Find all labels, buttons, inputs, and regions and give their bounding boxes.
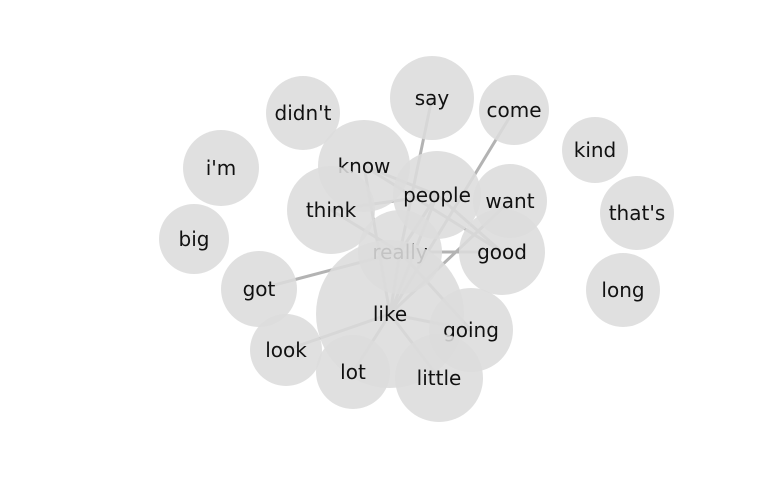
node-circle-lot bbox=[316, 335, 390, 409]
node-circle-got bbox=[221, 251, 297, 327]
node-circle-long bbox=[586, 253, 660, 327]
node-label-lot: lot bbox=[340, 360, 366, 384]
node-good: good bbox=[459, 209, 545, 295]
node-little: little bbox=[395, 334, 483, 422]
node-label-look: look bbox=[265, 338, 307, 362]
node-label-think: think bbox=[306, 198, 357, 222]
node-label-got: got bbox=[243, 277, 276, 301]
node-big: big bbox=[159, 204, 229, 274]
node-label-people: people bbox=[403, 183, 471, 207]
node-think: think bbox=[287, 166, 375, 254]
node-label-long: long bbox=[601, 278, 644, 302]
node-circle-kind bbox=[562, 117, 628, 183]
node-look: look bbox=[250, 314, 322, 386]
node-circle-im bbox=[183, 130, 259, 206]
node-circle-come bbox=[479, 75, 549, 145]
node-circle-little bbox=[395, 334, 483, 422]
node-say: say bbox=[390, 56, 474, 140]
node-label-didnt: didn't bbox=[275, 101, 332, 125]
node-label-little: little bbox=[417, 366, 462, 390]
node-label-say: say bbox=[415, 86, 450, 110]
node-circle-look bbox=[250, 314, 322, 386]
node-come: come bbox=[479, 75, 549, 145]
node-label-im: i'm bbox=[206, 156, 237, 180]
node-kind: kind bbox=[562, 117, 628, 183]
node-lot: lot bbox=[316, 335, 390, 409]
node-label-thats: that's bbox=[609, 201, 666, 225]
node-label-big: big bbox=[179, 227, 210, 251]
node-im: i'm bbox=[183, 130, 259, 206]
node-circle-think bbox=[287, 166, 375, 254]
node-got: got bbox=[221, 251, 297, 327]
node-label-want: want bbox=[485, 189, 534, 213]
node-thats: that's bbox=[600, 176, 674, 250]
node-didnt: didn't bbox=[266, 76, 340, 150]
node-circle-good bbox=[459, 209, 545, 295]
node-circle-big bbox=[159, 204, 229, 274]
node-label-come: come bbox=[486, 98, 541, 122]
node-circle-say bbox=[390, 56, 474, 140]
node-circle-thats bbox=[600, 176, 674, 250]
node-long: long bbox=[586, 253, 660, 327]
node-label-like: like bbox=[373, 302, 407, 326]
node-label-kind: kind bbox=[574, 138, 617, 162]
node-circle-didnt bbox=[266, 76, 340, 150]
node-label-good: good bbox=[477, 240, 527, 264]
